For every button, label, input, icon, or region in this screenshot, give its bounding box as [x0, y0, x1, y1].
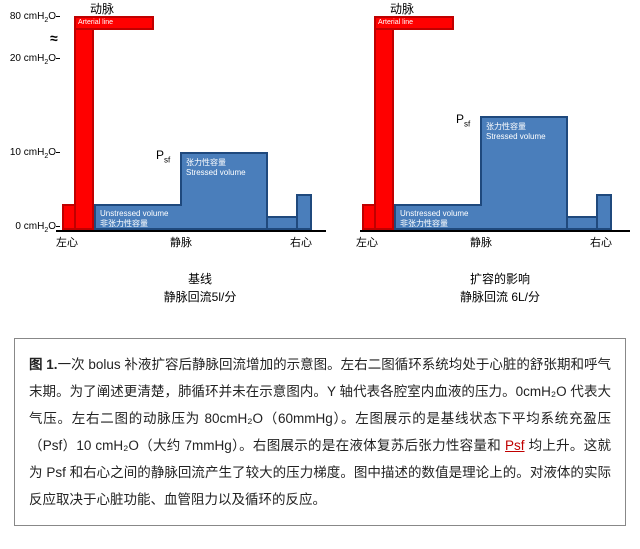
- xlabel-vein: 静脉: [470, 234, 492, 250]
- figure-area: 80 cmH2O ≈ 20 cmH2O 10 cmH2O 0 cmH2O 动脉 …: [0, 0, 640, 330]
- arterial-inside-text: Arterial line: [378, 19, 413, 26]
- left-heart-box: [62, 204, 76, 230]
- x-baseline: [360, 230, 630, 232]
- unstressed-volume: Unstressed volume 非张力性容量: [394, 204, 568, 230]
- ytick-10: 10 cmH2O: [2, 147, 56, 160]
- caption-line2: 静脉回流5l/分: [60, 288, 340, 306]
- ytick-80: 80 cmH2O: [2, 11, 56, 24]
- tickmark: [56, 226, 60, 227]
- caption-line1: 扩容的影响: [360, 270, 640, 288]
- panel-caption: 基线 静脉回流5l/分: [60, 270, 340, 306]
- arterial-top-bar: Arterial line: [74, 16, 154, 30]
- figure-description: 图 1.一次 bolus 补液扩容后静脉回流增加的示意图。左右二图循环系统均处于…: [14, 338, 626, 526]
- right-heart-box: [596, 194, 612, 230]
- unstressed-cn: 非张力性容量: [400, 218, 562, 229]
- xlabel-left-heart: 左心: [356, 234, 378, 250]
- unstressed-cn: 非张力性容量: [100, 218, 262, 229]
- fig-label: 图 1.: [29, 357, 58, 372]
- tickmark: [56, 152, 60, 153]
- tickmark: [56, 16, 60, 17]
- arterial-top-bar: Arterial line: [374, 16, 454, 30]
- unstressed-volume: Unstressed volume 非张力性容量: [94, 204, 268, 230]
- stressed-volume: 张力性容量 Stressed volume: [480, 116, 568, 206]
- arrow-right-icon: [472, 122, 478, 130]
- vein-connector: [268, 216, 298, 230]
- stressed-volume: 张力性容量 Stressed volume: [180, 152, 268, 206]
- panel-expanded: 动脉 Arterial line Unstressed volume 非张力性容…: [360, 0, 640, 330]
- panel-baseline: 80 cmH2O ≈ 20 cmH2O 10 cmH2O 0 cmH2O 动脉 …: [60, 0, 340, 330]
- arterial-label: 动脉: [390, 0, 414, 17]
- caption-line1: 基线: [60, 270, 340, 288]
- xlabel-right-heart: 右心: [590, 234, 612, 250]
- stressed-cn: 张力性容量: [186, 157, 262, 168]
- stressed-cn: 张力性容量: [486, 121, 562, 132]
- tickmark: [56, 58, 60, 59]
- stressed-en: Stressed volume: [186, 168, 262, 177]
- stressed-en: Stressed volume: [486, 132, 562, 141]
- panel-caption: 扩容的影响 静脉回流 6L/分: [360, 270, 640, 306]
- unstressed-en: Unstressed volume: [100, 209, 262, 218]
- axis-break-icon: ≈: [50, 30, 58, 46]
- arterial-column: [374, 16, 394, 230]
- arrow-right-icon: [172, 158, 178, 166]
- arterial-column: [74, 16, 94, 230]
- ytick-20: 20 cmH2O: [2, 53, 56, 66]
- x-baseline: [56, 230, 326, 232]
- vein-connector: [568, 216, 598, 230]
- right-heart-box: [296, 194, 312, 230]
- ytick-0: 0 cmH2O: [2, 221, 56, 234]
- left-heart-box: [362, 204, 376, 230]
- arterial-inside-text: Arterial line: [78, 19, 113, 26]
- arterial-label: 动脉: [90, 0, 114, 17]
- caption-line2: 静脉回流 6L/分: [360, 288, 640, 306]
- psf-label: Psf: [156, 148, 170, 164]
- psf-label: Psf: [456, 112, 470, 128]
- xlabel-vein: 静脉: [170, 234, 192, 250]
- xlabel-right-heart: 右心: [290, 234, 312, 250]
- desc-red: Psf: [505, 438, 525, 453]
- unstressed-en: Unstressed volume: [400, 209, 562, 218]
- xlabel-left-heart: 左心: [56, 234, 78, 250]
